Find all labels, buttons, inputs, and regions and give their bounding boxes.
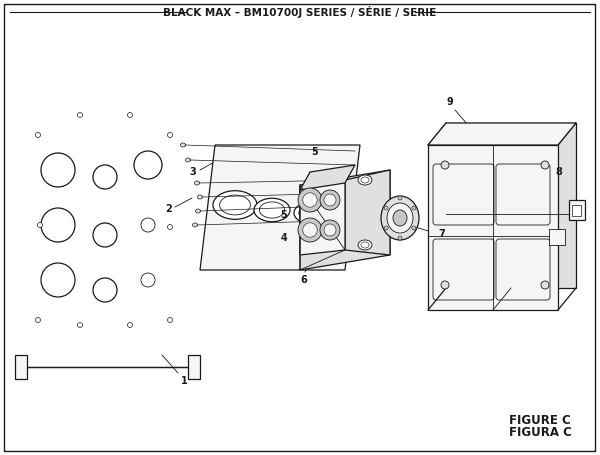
Polygon shape	[200, 145, 360, 270]
Ellipse shape	[298, 188, 322, 212]
Ellipse shape	[41, 263, 75, 297]
Bar	[569, 200, 585, 220]
Ellipse shape	[303, 223, 317, 237]
Polygon shape	[15, 355, 200, 379]
Text: 7: 7	[438, 229, 445, 239]
Ellipse shape	[393, 210, 407, 226]
Ellipse shape	[412, 226, 416, 230]
Ellipse shape	[35, 132, 41, 137]
Polygon shape	[300, 180, 345, 255]
Text: 9: 9	[446, 97, 454, 107]
Text: 5: 5	[311, 147, 319, 157]
Text: FIGURA C: FIGURA C	[509, 426, 571, 440]
Text: 5: 5	[280, 210, 287, 220]
Ellipse shape	[441, 281, 449, 289]
Ellipse shape	[320, 220, 340, 240]
Text: 6: 6	[301, 275, 307, 285]
Text: BLACK MAX – BM10700J SERIES / SÉRIE / SERIE: BLACK MAX – BM10700J SERIES / SÉRIE / SE…	[163, 6, 437, 18]
Polygon shape	[428, 123, 576, 145]
Ellipse shape	[331, 172, 339, 178]
Text: 1: 1	[181, 376, 188, 386]
Ellipse shape	[541, 161, 549, 169]
Bar	[572, 205, 581, 216]
Polygon shape	[446, 123, 576, 288]
Ellipse shape	[185, 158, 191, 162]
Ellipse shape	[35, 318, 41, 323]
Polygon shape	[300, 170, 390, 270]
Ellipse shape	[294, 202, 326, 223]
Ellipse shape	[41, 208, 75, 242]
Polygon shape	[345, 170, 390, 255]
Ellipse shape	[412, 206, 416, 210]
Text: 2: 2	[165, 204, 172, 214]
Ellipse shape	[324, 224, 336, 236]
Ellipse shape	[194, 181, 199, 185]
Ellipse shape	[398, 236, 402, 240]
Ellipse shape	[128, 323, 133, 328]
Ellipse shape	[77, 112, 83, 117]
Ellipse shape	[167, 318, 173, 323]
Ellipse shape	[381, 196, 419, 240]
Ellipse shape	[254, 198, 290, 222]
Ellipse shape	[303, 193, 317, 207]
Ellipse shape	[77, 323, 83, 328]
Ellipse shape	[320, 190, 340, 210]
Ellipse shape	[167, 132, 173, 137]
Ellipse shape	[181, 143, 185, 147]
Ellipse shape	[93, 165, 117, 189]
Ellipse shape	[41, 153, 75, 187]
Ellipse shape	[141, 273, 155, 287]
Ellipse shape	[196, 209, 200, 213]
Ellipse shape	[387, 203, 413, 233]
Text: 8: 8	[556, 167, 562, 177]
Ellipse shape	[361, 242, 369, 248]
Ellipse shape	[193, 223, 197, 227]
Ellipse shape	[128, 112, 133, 117]
Ellipse shape	[213, 191, 257, 219]
Text: 4: 4	[280, 233, 287, 243]
Ellipse shape	[93, 223, 117, 247]
Ellipse shape	[134, 151, 162, 179]
Polygon shape	[428, 145, 558, 310]
Ellipse shape	[541, 281, 549, 289]
Ellipse shape	[441, 161, 449, 169]
Ellipse shape	[93, 278, 117, 302]
Text: 3: 3	[189, 167, 196, 177]
Ellipse shape	[398, 196, 402, 200]
Ellipse shape	[358, 240, 372, 250]
Bar	[549, 229, 565, 245]
Ellipse shape	[141, 218, 155, 232]
Ellipse shape	[384, 226, 388, 230]
Ellipse shape	[324, 194, 336, 206]
Ellipse shape	[167, 224, 173, 229]
Ellipse shape	[37, 222, 43, 228]
Text: FIGURE C: FIGURE C	[509, 414, 571, 426]
Ellipse shape	[298, 218, 322, 242]
Polygon shape	[300, 165, 355, 190]
Ellipse shape	[358, 175, 372, 185]
Ellipse shape	[361, 177, 369, 183]
Ellipse shape	[384, 206, 388, 210]
Ellipse shape	[197, 195, 203, 199]
